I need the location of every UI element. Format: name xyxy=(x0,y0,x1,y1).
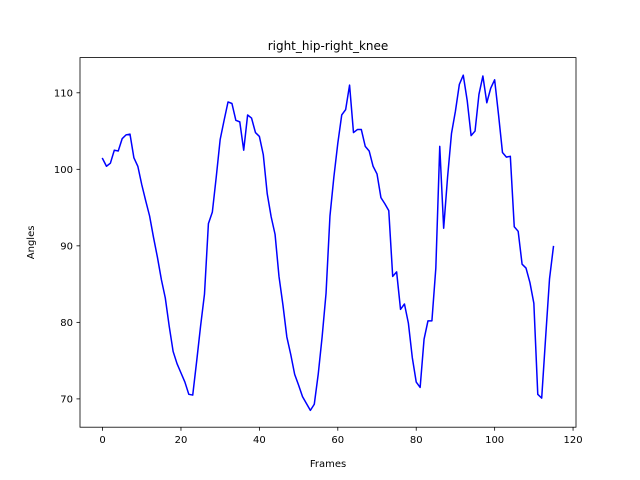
y-tick-label: 80 xyxy=(60,318,73,329)
ticks-group: 0 20 40 60 80 100 120 70 80 90 100 110 xyxy=(54,88,583,446)
y-tick-label: 100 xyxy=(54,165,73,176)
x-axis-label: Frames xyxy=(310,459,346,470)
y-tick-label: 110 xyxy=(54,88,73,99)
y-tick-label: 90 xyxy=(60,241,73,252)
x-tick-label: 100 xyxy=(485,435,504,446)
x-tick-label: 40 xyxy=(253,435,266,446)
x-tick-label: 60 xyxy=(331,435,344,446)
x-tick-label: 120 xyxy=(564,435,583,446)
y-axis-label: Angles xyxy=(26,226,37,260)
plot-frame xyxy=(79,57,577,428)
x-tick-label: 80 xyxy=(410,435,423,446)
series-line xyxy=(101,74,555,412)
chart-title: right_hip-right_knee xyxy=(268,39,389,53)
y-tick-label: 70 xyxy=(60,394,73,405)
x-tick-label: 0 xyxy=(99,435,105,446)
x-tick-label: 20 xyxy=(175,435,188,446)
